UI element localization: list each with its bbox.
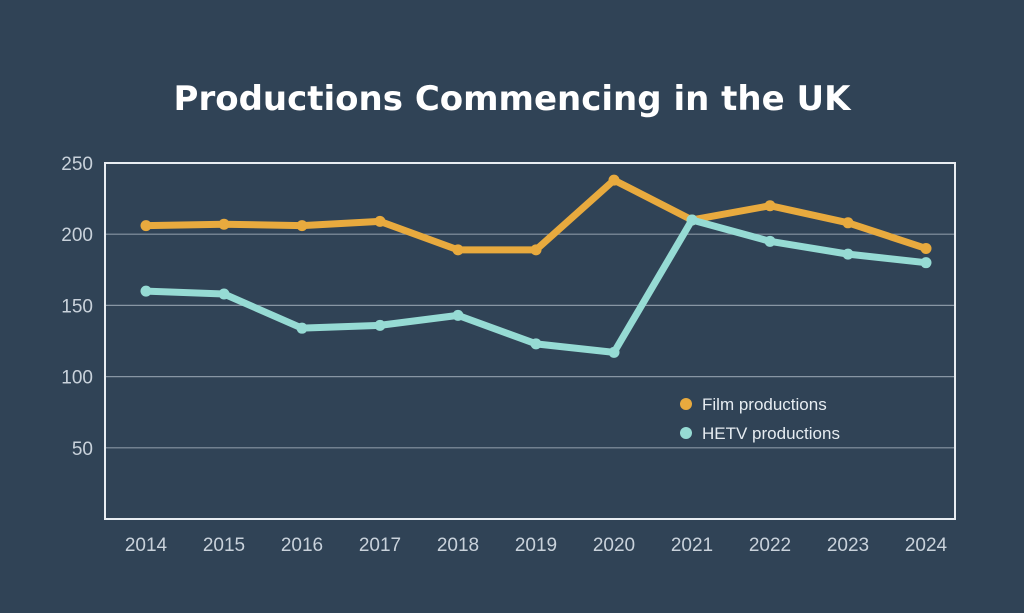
data-point-hetv — [686, 214, 698, 226]
y-tick-label: 100 — [61, 368, 93, 389]
x-tick-label: 2018 — [437, 535, 479, 556]
data-point-film — [920, 242, 932, 254]
data-point-hetv — [296, 322, 308, 334]
x-tick-label: 2020 — [593, 535, 635, 556]
y-axis: 50 100 150 200 250 — [61, 154, 93, 460]
data-point-film — [764, 200, 776, 212]
data-point-hetv — [608, 346, 620, 358]
x-tick-label: 2024 — [905, 535, 948, 556]
data-point-hetv — [452, 309, 464, 321]
x-axis: 2014 2015 2016 2017 2018 2019 2020 2021 2022 2023… — [125, 535, 948, 556]
x-tick-label: 2019 — [515, 535, 557, 556]
y-tick-label: 250 — [61, 154, 93, 175]
data-point-film — [140, 220, 152, 232]
data-point-film — [452, 244, 464, 256]
data-point-film — [296, 220, 308, 232]
series-line-hetv — [142, 216, 930, 356]
legend-marker-film — [680, 398, 692, 410]
data-point-hetv — [218, 288, 230, 300]
legend: Film productions HETV productions — [680, 395, 840, 443]
data-point-film — [608, 174, 620, 186]
data-point-film — [530, 244, 542, 256]
x-tick-label: 2023 — [827, 535, 869, 556]
x-tick-label: 2016 — [281, 535, 323, 556]
data-point-hetv — [920, 257, 932, 269]
plot-area — [104, 162, 956, 520]
data-point-hetv — [140, 285, 152, 297]
series-group — [140, 174, 932, 358]
x-tick-label: 2015 — [203, 535, 245, 556]
data-point-hetv — [530, 338, 542, 350]
data-point-film — [374, 215, 386, 227]
y-tick-label: 50 — [72, 439, 93, 460]
legend-label-hetv: HETV productions — [702, 424, 840, 443]
data-point-film — [842, 217, 854, 229]
series-line-film — [142, 176, 930, 254]
chart-title: Productions Commencing in the UK — [174, 79, 853, 119]
x-tick-label: 2022 — [749, 535, 791, 556]
x-tick-label: 2017 — [359, 535, 401, 556]
x-tick-label: 2021 — [671, 535, 713, 556]
data-point-hetv — [842, 248, 854, 260]
legend-label-film: Film productions — [702, 395, 827, 414]
data-point-film — [218, 218, 230, 230]
legend-marker-hetv — [680, 427, 692, 439]
y-tick-label: 150 — [61, 296, 93, 317]
data-point-hetv — [374, 319, 386, 331]
y-tick-label: 200 — [61, 225, 93, 246]
data-point-hetv — [764, 235, 776, 247]
x-tick-label: 2014 — [125, 535, 168, 556]
